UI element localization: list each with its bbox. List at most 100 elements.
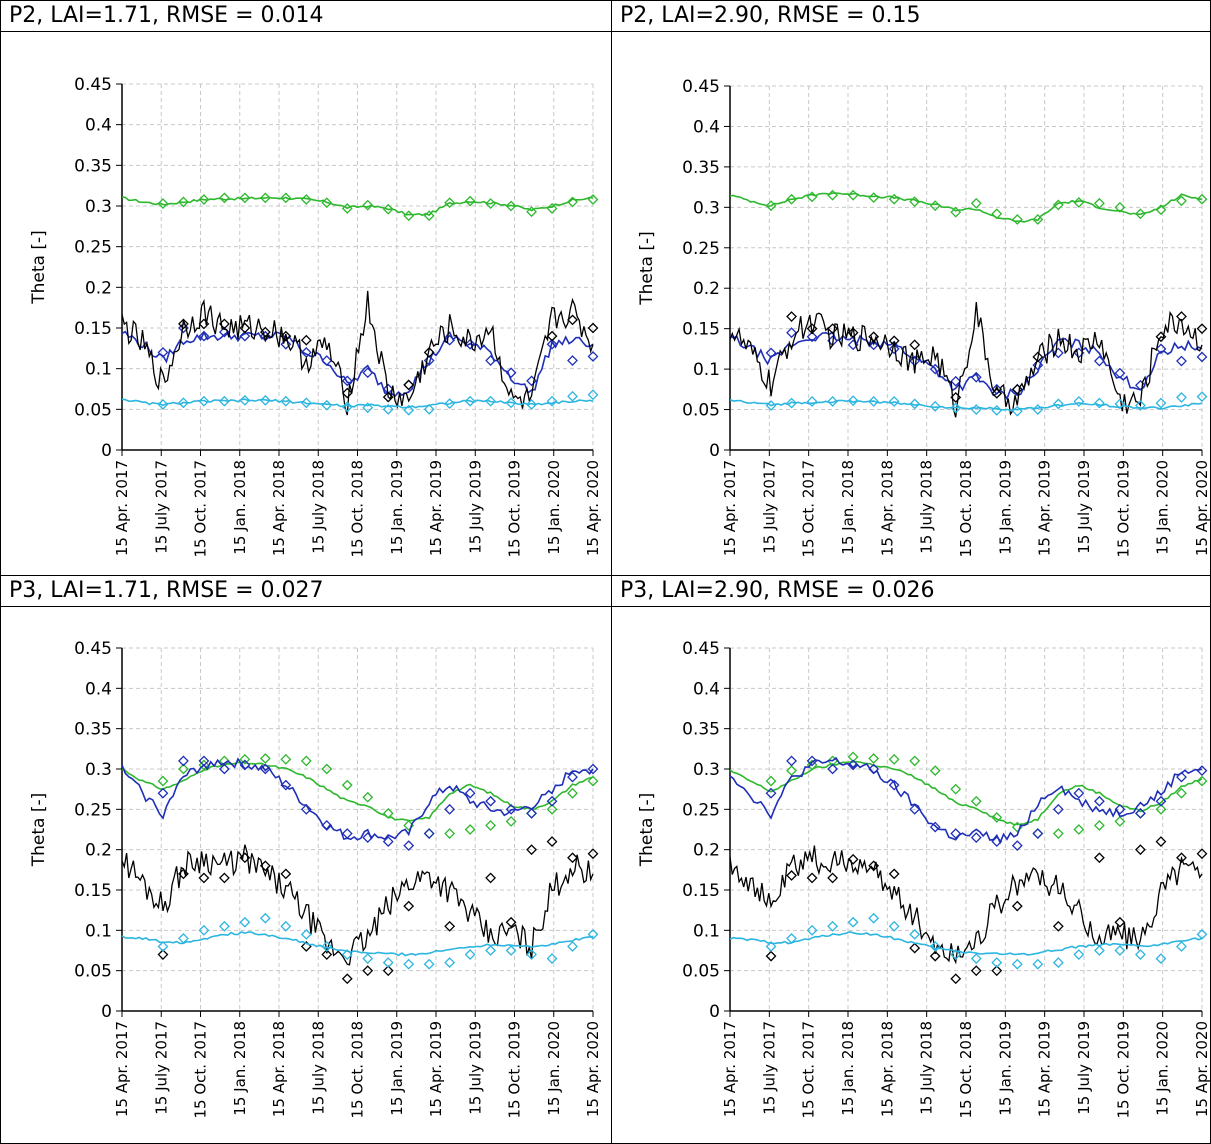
data-point	[157, 346, 169, 358]
data-point	[198, 330, 210, 342]
data-point	[847, 751, 859, 763]
data-point	[909, 803, 921, 815]
data-point	[567, 355, 578, 366]
data-point	[786, 765, 797, 777]
data-point	[280, 868, 292, 880]
x-tick-label: 15 Oct. 2019	[506, 460, 524, 558]
x-tick-label: 15 Jan. 2020	[1154, 1021, 1172, 1116]
x-tick-label: 15 July 2017	[760, 460, 778, 554]
data-point	[786, 870, 797, 881]
data-point	[218, 395, 230, 407]
data-point	[362, 832, 374, 843]
data-point	[1135, 844, 1146, 856]
gridlines	[122, 647, 594, 1011]
x-tick-label: 15 Apr. 2017	[721, 460, 739, 556]
data-point	[239, 759, 251, 771]
x-tick-label: 15 July 2018	[918, 1021, 936, 1115]
data-point	[929, 941, 941, 952]
data-point	[1011, 383, 1023, 395]
y-axis-title: Theta [-]	[29, 230, 49, 305]
data-point	[178, 196, 189, 208]
x-tick-label: 15 Oct. 2019	[506, 1021, 524, 1119]
data-point	[505, 200, 517, 212]
data-point	[847, 853, 859, 865]
data-point	[827, 872, 839, 884]
data-point	[341, 203, 353, 214]
gridlines	[730, 85, 1203, 450]
data-point	[970, 404, 982, 415]
data-point	[403, 958, 415, 970]
data-point	[827, 755, 839, 767]
data-point	[259, 860, 271, 872]
x-tick-label: 15 Oct. 2018	[957, 1021, 975, 1119]
data-point	[765, 200, 777, 212]
x-tick-label: 15 Apr. 2018	[270, 1021, 288, 1117]
y-tick-label: 0.25	[682, 239, 720, 259]
y-tick-label: 0.35	[74, 720, 112, 740]
data-point	[806, 759, 818, 771]
x-tick-label: 15 Jan. 2019	[996, 460, 1014, 555]
data-point	[259, 192, 271, 204]
data-point	[909, 928, 921, 940]
y-tick-label: 0.45	[74, 639, 112, 659]
data-point	[1155, 331, 1167, 343]
data-point	[929, 950, 941, 962]
data-point	[1052, 920, 1064, 932]
y-tick-label: 0.05	[682, 401, 720, 421]
panel-title: P2, LAI=2.90, RMSE = 0.15	[612, 1, 1210, 32]
series-markers	[786, 311, 1208, 403]
data-point	[950, 402, 962, 414]
data-point	[300, 803, 312, 815]
data-point	[806, 872, 818, 884]
data-point	[587, 389, 599, 401]
data-point	[403, 404, 415, 416]
data-point	[218, 755, 230, 767]
data-point	[1114, 367, 1126, 379]
data-point	[341, 949, 353, 960]
data-point	[587, 322, 599, 334]
data-point	[321, 399, 333, 411]
chart-p3-lai290: 0 0.05 0.1 0.15 0.2 0.25 0.3 0.35 0.4 0.45 15 Apr.…	[637, 639, 1210, 1119]
data-point	[341, 779, 353, 791]
data-point	[786, 755, 797, 767]
data-point	[382, 403, 394, 415]
x-tick-label: 15 Apr. 2019	[1036, 1021, 1054, 1117]
data-point	[567, 390, 578, 402]
y-tick-label: 0.1	[693, 921, 720, 941]
data-point	[806, 323, 818, 335]
data-point	[847, 395, 859, 407]
data-point	[259, 394, 271, 406]
data-point	[300, 334, 312, 346]
data-point	[1052, 803, 1064, 815]
data-point	[888, 396, 900, 407]
data-point	[341, 973, 353, 985]
data-point	[970, 953, 982, 964]
data-point	[567, 787, 578, 799]
data-point	[505, 367, 517, 379]
y-tick-label: 0.05	[682, 962, 720, 982]
data-point	[765, 775, 777, 787]
data-point	[847, 339, 859, 351]
data-point	[1073, 787, 1085, 799]
series-markers	[765, 755, 1208, 852]
data-point	[888, 753, 900, 765]
y-tick-label: 0.3	[85, 197, 112, 217]
y-tick-label: 0.4	[693, 679, 720, 699]
data-point	[950, 783, 962, 795]
data-point	[178, 755, 189, 767]
data-point	[929, 200, 941, 212]
data-point	[929, 765, 941, 777]
data-point	[950, 392, 962, 403]
y-tick-label: 0.35	[682, 720, 720, 740]
data-point	[239, 394, 251, 406]
data-point	[526, 807, 537, 819]
x-tick-label: 15 Jan. 2019	[996, 1021, 1014, 1116]
data-point	[218, 872, 230, 884]
data-point	[239, 916, 251, 928]
data-point	[909, 355, 921, 367]
series-markers	[157, 755, 599, 852]
y-tick-label: 0.1	[85, 921, 112, 941]
data-point	[1176, 195, 1187, 207]
data-point	[178, 868, 189, 880]
data-point	[1052, 199, 1064, 211]
